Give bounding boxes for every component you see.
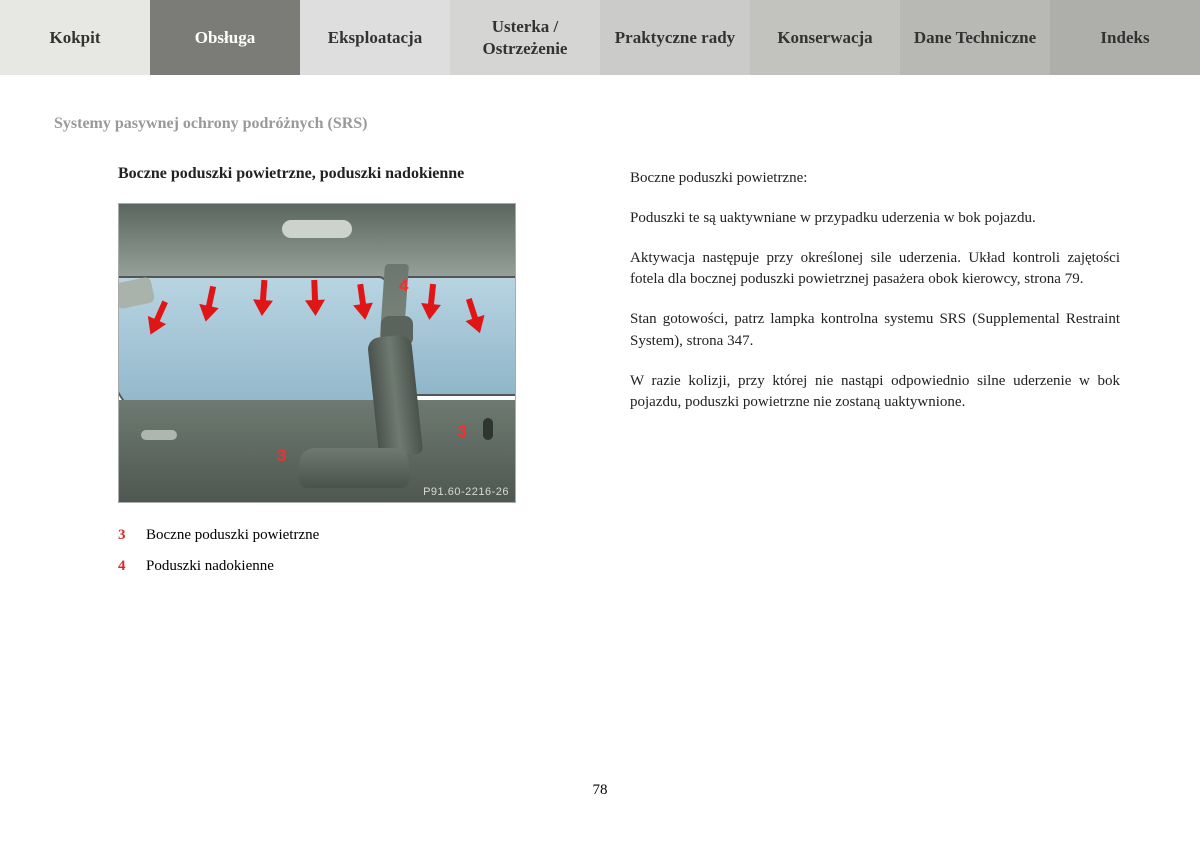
callout-3: 3: [277, 446, 286, 466]
legend-number: 4: [118, 558, 132, 575]
left-column: Boczne poduszki powietrzne, poduszki nad…: [60, 165, 580, 589]
left-heading: Boczne poduszki powietrzne, poduszki nad…: [118, 165, 580, 183]
callout-3: 3: [458, 422, 467, 442]
arrow-icon: [421, 283, 441, 324]
tab-5[interactable]: Konserwacja: [750, 0, 900, 75]
page-content: Systemy pasywnej ochrony podróżnych (SRS…: [0, 75, 1200, 589]
callout-4: 4: [399, 276, 408, 296]
tab-4[interactable]: Praktyczne rady: [600, 0, 750, 75]
airbag-illustration: 3 3 4 P91.60-2216-26: [118, 203, 516, 503]
section-title: Systemy pasywnej ochrony podróżnych (SRS…: [54, 115, 1140, 133]
image-code: P91.60-2216-26: [423, 486, 509, 498]
arrow-icon: [306, 280, 323, 321]
legend-item: 4 Poduszki nadokienne: [118, 558, 580, 575]
body-paragraph: W razie kolizji, przy której nie nastąpi…: [630, 371, 1120, 415]
legend-item: 3 Boczne poduszki powietrzne: [118, 527, 580, 544]
legend: 3 Boczne poduszki powietrzne 4 Poduszki nad…: [118, 527, 580, 575]
page-number: 78: [0, 782, 1200, 799]
right-column: Boczne poduszki powietrzne: Poduszki te s…: [630, 165, 1120, 589]
arrow-icon: [254, 279, 273, 320]
legend-text: Boczne poduszki powietrzne: [146, 527, 319, 544]
body-paragraph: Boczne poduszki powietrzne:: [630, 168, 1120, 190]
tab-7[interactable]: Indeks: [1050, 0, 1200, 75]
legend-text: Poduszki nadokienne: [146, 558, 274, 575]
tab-0[interactable]: Kokpit: [0, 0, 150, 75]
body-paragraph: Aktywacja następuje przy określonej sile…: [630, 248, 1120, 292]
tab-1[interactable]: Obsługa: [150, 0, 300, 75]
legend-number: 3: [118, 527, 132, 544]
tab-bar: KokpitObsługaEksploatacjaUsterka / Ostrz…: [0, 0, 1200, 75]
body-paragraph: Poduszki te są uaktywniane w przypadku u…: [630, 208, 1120, 230]
tab-6[interactable]: Dane Techniczne: [900, 0, 1050, 75]
tab-3[interactable]: Usterka / Ostrzeżenie: [450, 0, 600, 75]
body-paragraph: Stan gotowości, patrz lampka kontrolna s…: [630, 309, 1120, 353]
tab-2[interactable]: Eksploatacja: [300, 0, 450, 75]
